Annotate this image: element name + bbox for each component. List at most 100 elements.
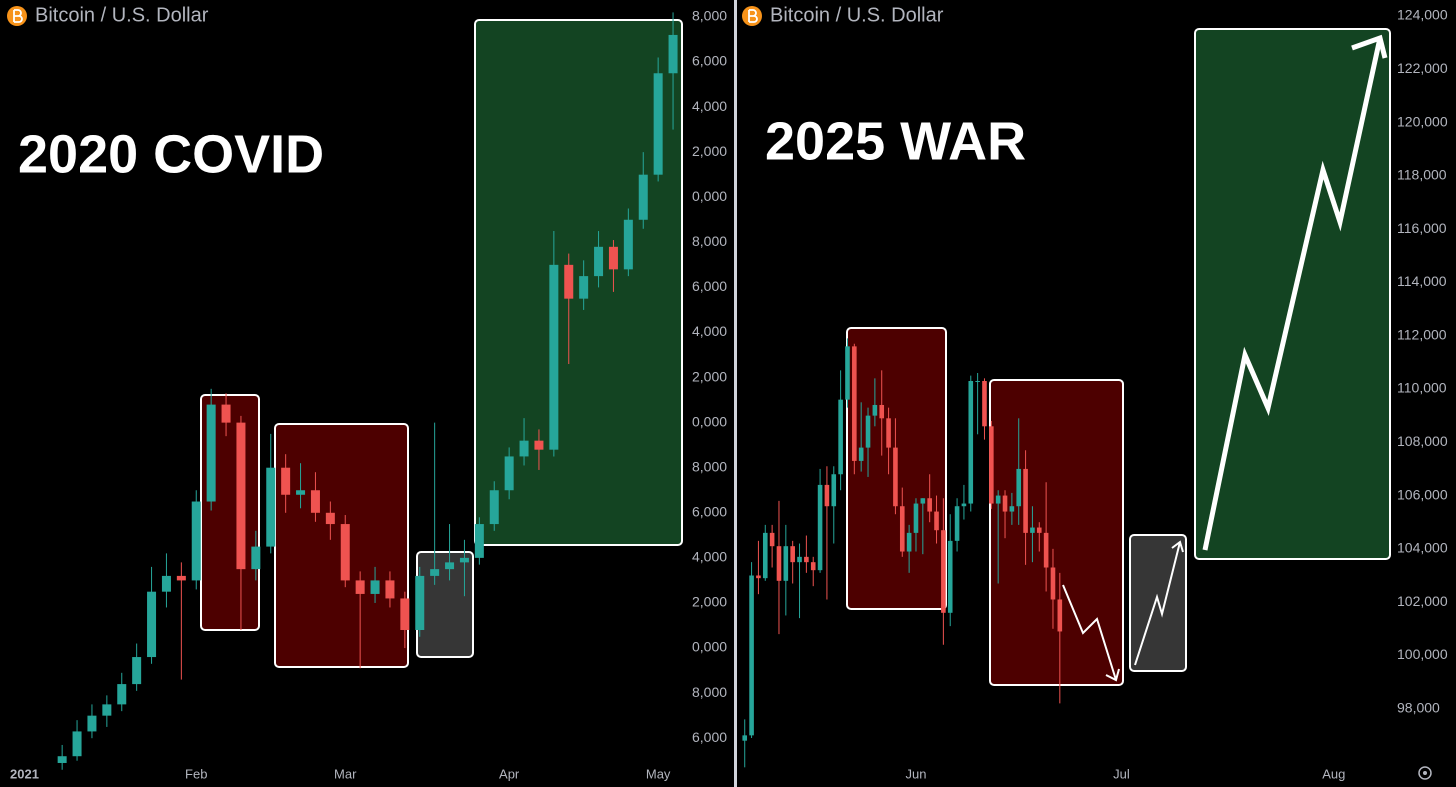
candle-body xyxy=(982,381,987,427)
y-tick-label: 6,000 xyxy=(692,278,727,294)
candle-body xyxy=(838,399,843,475)
y-tick-label: 6,000 xyxy=(692,53,727,69)
candle-body xyxy=(762,532,768,579)
y-tick-label: 114,000 xyxy=(1397,273,1447,289)
candle-body xyxy=(251,546,261,570)
y-tick-label: 120,000 xyxy=(1397,113,1448,129)
candle-body xyxy=(102,704,112,716)
arrows xyxy=(1062,34,1388,682)
candle-body xyxy=(57,756,67,763)
candle-body xyxy=(742,735,748,741)
candle-body xyxy=(87,715,97,732)
candle-body xyxy=(266,467,276,547)
y-tick-label: 0,000 xyxy=(692,639,727,655)
y-tick-label: 4,000 xyxy=(692,549,727,565)
candle-body xyxy=(1043,532,1049,568)
y-tick-label: 0,000 xyxy=(692,413,727,429)
arrow-head xyxy=(1105,668,1120,682)
candle-body xyxy=(325,512,335,525)
y-tick-label: 116,000 xyxy=(1397,220,1447,236)
candle-body xyxy=(913,503,919,533)
candle-body xyxy=(947,540,953,613)
candle-body xyxy=(865,415,871,448)
candle-body xyxy=(549,264,559,450)
candle-body xyxy=(756,575,761,579)
candle-body xyxy=(804,556,809,563)
symbol-header: Bitcoin / U.S. Dollar xyxy=(770,4,944,26)
y-tick-label: 110,000 xyxy=(1397,380,1447,396)
x-tick-label: Apr xyxy=(499,766,520,781)
candle-body xyxy=(459,557,469,563)
y-tick-label: 102,000 xyxy=(1397,593,1448,609)
y-tick-label: 124,000 xyxy=(1397,7,1448,23)
y-tick-label: 98,000 xyxy=(1397,699,1440,715)
candle-body xyxy=(1002,495,1008,512)
candle-body xyxy=(906,532,912,552)
x-tick-label: Feb xyxy=(185,766,207,781)
candle-body xyxy=(1023,468,1028,533)
candle-body xyxy=(1009,506,1015,512)
arrow xyxy=(1134,541,1181,666)
candle-body xyxy=(776,546,782,581)
y-tick-label: 100,000 xyxy=(1397,646,1448,662)
btc-glyph xyxy=(748,9,758,23)
candle-body xyxy=(797,556,802,563)
red-box xyxy=(989,379,1124,686)
candle-body xyxy=(310,490,320,513)
green-box xyxy=(474,19,683,546)
arrow xyxy=(1062,584,1117,681)
candle-body xyxy=(989,426,994,504)
arrow-head xyxy=(1171,540,1184,553)
candle-body xyxy=(534,440,544,450)
candle-body xyxy=(489,490,499,525)
candle-body xyxy=(845,346,850,400)
candle-body xyxy=(638,174,648,220)
candle-body xyxy=(1050,567,1056,600)
candle-body xyxy=(72,731,82,757)
settings-icon[interactable] xyxy=(1418,766,1432,780)
candle-body xyxy=(117,684,127,705)
candle-body xyxy=(1036,527,1042,533)
y-tick-label: 8,000 xyxy=(692,233,727,249)
candle-body xyxy=(370,580,380,594)
candle-body xyxy=(824,484,830,507)
settings-dot[interactable] xyxy=(1423,771,1427,775)
x-tick-label: 2021 xyxy=(10,766,39,781)
y-tick-label: 6,000 xyxy=(692,503,727,519)
candle-body xyxy=(594,246,604,277)
candle-body xyxy=(608,246,618,270)
y-tick-label: 8,000 xyxy=(692,458,727,474)
candle-body xyxy=(191,501,201,581)
candle-body xyxy=(954,506,960,541)
candle-body xyxy=(934,511,939,531)
candle-body xyxy=(879,404,885,419)
settings-ring[interactable] xyxy=(1418,766,1432,780)
candle-body xyxy=(968,381,974,504)
y-tick-label: 2,000 xyxy=(692,368,727,384)
candle-body xyxy=(886,418,891,448)
candle-body xyxy=(176,575,186,581)
y-tick-label: 122,000 xyxy=(1397,60,1448,76)
arrow xyxy=(1202,37,1383,551)
candle-body xyxy=(783,546,789,581)
candle-body xyxy=(445,562,455,570)
candle-body xyxy=(668,34,678,74)
candle-body xyxy=(1030,527,1035,533)
separator xyxy=(734,0,737,787)
candle-body xyxy=(872,404,878,416)
y-tick-label: 8,000 xyxy=(692,8,727,24)
candle-body xyxy=(564,264,574,299)
candle-body xyxy=(941,530,946,613)
candle-body xyxy=(810,562,816,571)
candle-body xyxy=(281,467,291,495)
x-tick-label: May xyxy=(646,766,671,781)
y-tick-label: 106,000 xyxy=(1397,486,1448,502)
y-tick-label: 108,000 xyxy=(1397,433,1448,449)
candles xyxy=(57,12,1063,770)
candle-body xyxy=(340,524,350,581)
x-tick-label: Mar xyxy=(334,766,357,781)
candle-body xyxy=(221,404,231,423)
x-tick-label: Jun xyxy=(905,766,926,781)
candle-body xyxy=(961,503,967,507)
